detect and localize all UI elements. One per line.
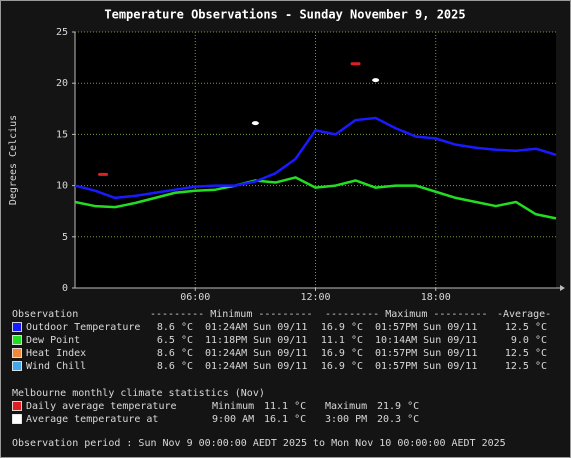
stat-cell: 12.5 °C — [505, 322, 547, 333]
climate-stat-value: 21.9 °C — [377, 401, 419, 412]
legend-swatch — [12, 348, 22, 358]
x-tick-label: 12:00 — [300, 292, 330, 303]
stats-header: Observation — [12, 309, 78, 320]
stats-header: --------- Maximum --------- — [325, 309, 488, 320]
y-tick-label: 10 — [56, 181, 68, 192]
climate-stat-value: 11.1 °C — [264, 401, 306, 412]
climate-marker — [372, 78, 380, 83]
climate-stat-label: Minimum — [212, 401, 254, 412]
footer: Observation period : Sun Nov 9 00:00:00 … — [12, 438, 506, 449]
stat-cell: 6.5 °C — [157, 335, 193, 346]
legend-label: Dew Point — [26, 335, 80, 346]
legend-swatch — [12, 401, 22, 411]
stat-cell: 8.6 °C — [157, 361, 193, 372]
series-line — [74, 116, 557, 200]
climate-marker — [98, 172, 109, 176]
legend-swatch — [12, 335, 22, 345]
stat-cell: 8.6 °C — [157, 322, 193, 333]
stats-header: -Average- — [497, 309, 551, 320]
stat-cell: 01:57PM Sun 09/11 — [375, 361, 477, 372]
stat-cell: 01:24AM Sun 09/11 — [205, 322, 307, 333]
stat-cell: 01:57PM Sun 09/11 — [375, 348, 477, 359]
stat-cell: 11:18PM Sun 09/11 — [205, 335, 307, 346]
climate-marker — [251, 121, 259, 126]
climate-stat-label: Maximum — [325, 401, 367, 412]
stat-cell: 12.5 °C — [505, 348, 547, 359]
legend-swatch — [12, 361, 22, 371]
climate-stat-value: 20.3 °C — [377, 414, 419, 425]
stat-cell: 16.9 °C — [321, 361, 363, 372]
legend-swatch — [12, 322, 22, 332]
stat-cell: 9.0 °C — [511, 335, 547, 346]
climate-label: Daily average temperature — [26, 401, 177, 412]
stat-cell: 8.6 °C — [157, 348, 193, 359]
climate-marker — [350, 62, 361, 66]
plot-area — [75, 32, 556, 288]
y-tick-label: 20 — [56, 78, 68, 89]
stat-cell: 01:24AM Sun 09/11 — [205, 361, 307, 372]
y-axis-label: Degrees Celcius — [8, 115, 19, 205]
stat-cell: 01:57PM Sun 09/11 — [375, 322, 477, 333]
stat-cell: 10:14AM Sun 09/11 — [375, 335, 477, 346]
y-tick-label: 5 — [62, 232, 68, 243]
stat-cell: 16.9 °C — [321, 348, 363, 359]
axis-arrow — [560, 285, 565, 291]
legend-label: Wind Chill — [26, 361, 86, 372]
climate-label: Average temperature at — [26, 414, 158, 425]
chart-title: Temperature Observations - Sunday Novemb… — [104, 8, 465, 22]
climate-title: Melbourne monthly climate statistics (No… — [12, 388, 265, 399]
y-tick-label: 0 — [62, 283, 68, 294]
y-tick-label: 15 — [56, 129, 68, 140]
stat-cell: 11.1 °C — [321, 335, 363, 346]
legend-label: Outdoor Temperature — [26, 322, 140, 333]
stat-cell: 12.5 °C — [505, 361, 547, 372]
legend-label: Heat Index — [26, 348, 86, 359]
climate-stat-label: 3:00 PM — [325, 414, 367, 425]
x-tick-label: 06:00 — [180, 292, 210, 303]
y-tick-label: 25 — [56, 27, 68, 38]
legend-swatch — [12, 414, 22, 424]
series-line — [74, 176, 557, 220]
x-tick-label: 18:00 — [421, 292, 451, 303]
stats-header: --------- Minimum --------- — [150, 309, 313, 320]
climate-stat-label: 9:00 AM — [212, 414, 254, 425]
climate-stat-value: 16.1 °C — [264, 414, 306, 425]
stat-cell: 16.9 °C — [321, 322, 363, 333]
stat-cell: 01:24AM Sun 09/11 — [205, 348, 307, 359]
